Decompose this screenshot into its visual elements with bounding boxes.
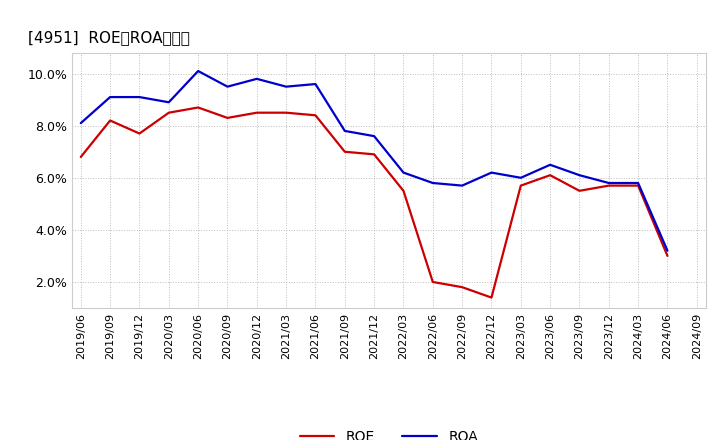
ROE xyxy=(223,115,232,121)
ROE xyxy=(428,279,437,285)
ROE xyxy=(135,131,144,136)
ROA xyxy=(311,81,320,87)
ROE xyxy=(458,285,467,290)
ROA xyxy=(76,121,85,126)
ROE xyxy=(106,118,114,123)
ROA xyxy=(370,133,379,139)
ROA xyxy=(399,170,408,175)
ROE xyxy=(282,110,290,115)
ROA xyxy=(575,172,584,178)
ROE xyxy=(516,183,525,188)
ROA xyxy=(634,180,642,186)
ROA xyxy=(135,95,144,100)
ROE xyxy=(253,110,261,115)
ROE xyxy=(194,105,202,110)
ROE xyxy=(634,183,642,188)
ROA xyxy=(223,84,232,89)
ROA xyxy=(106,95,114,100)
ROE xyxy=(164,110,173,115)
ROE xyxy=(341,149,349,154)
ROA xyxy=(487,170,496,175)
ROE xyxy=(370,152,379,157)
Legend: ROE, ROA: ROE, ROA xyxy=(294,424,484,440)
Text: [4951]  ROE、ROAの推移: [4951] ROE、ROAの推移 xyxy=(27,29,189,45)
ROA xyxy=(458,183,467,188)
Line: ROE: ROE xyxy=(81,107,667,297)
ROE xyxy=(487,295,496,300)
ROA xyxy=(605,180,613,186)
ROA xyxy=(164,99,173,105)
ROA xyxy=(546,162,554,167)
ROE xyxy=(546,172,554,178)
ROA xyxy=(428,180,437,186)
ROE xyxy=(311,113,320,118)
ROA xyxy=(282,84,290,89)
ROE xyxy=(76,154,85,160)
ROA xyxy=(341,128,349,134)
ROE xyxy=(663,253,672,259)
ROA xyxy=(663,248,672,253)
ROA xyxy=(253,76,261,81)
ROE xyxy=(605,183,613,188)
Line: ROA: ROA xyxy=(81,71,667,251)
ROE xyxy=(575,188,584,194)
ROA xyxy=(516,175,525,180)
ROA xyxy=(194,68,202,73)
ROE xyxy=(399,188,408,194)
